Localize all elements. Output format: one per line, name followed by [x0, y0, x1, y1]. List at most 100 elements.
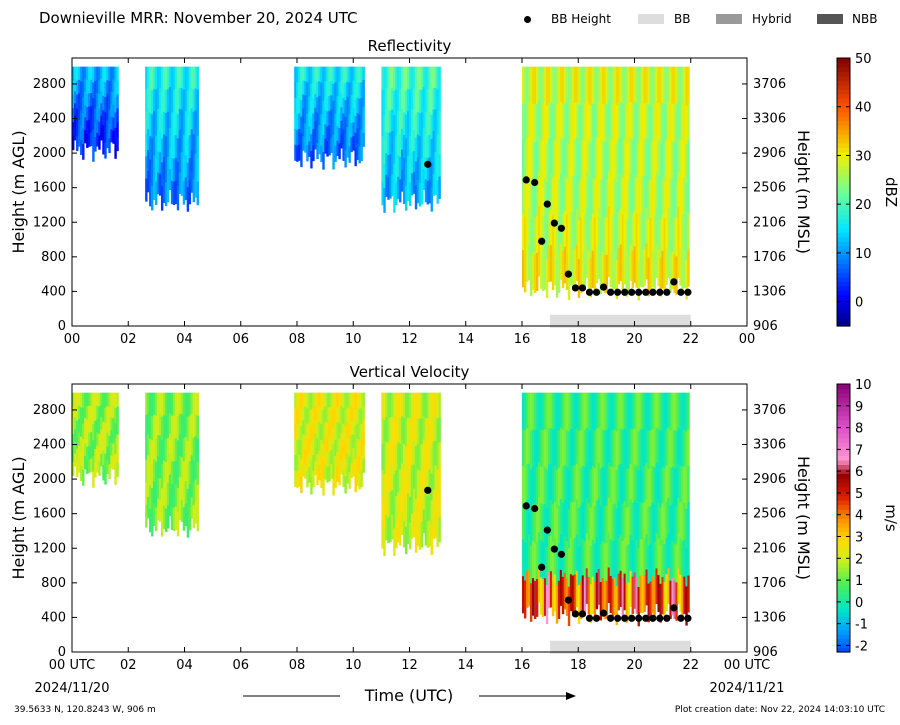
vel-echo-column	[312, 392, 315, 409]
refl-echo-column	[533, 104, 537, 143]
refl-echo-column	[537, 101, 541, 137]
vel-echo-column	[669, 467, 672, 506]
vel-echo-column	[535, 579, 539, 617]
vel-echo-column	[420, 521, 424, 548]
vel-echo-column	[585, 533, 589, 569]
vel-echo-column	[352, 406, 355, 421]
refl-echo-column	[92, 98, 95, 115]
refl-echo-column	[90, 93, 93, 107]
vel-echo-column	[157, 477, 160, 500]
vel-echo-column	[597, 392, 601, 429]
vel-echo-column	[391, 392, 394, 418]
vel-echo-column	[112, 392, 115, 406]
refl-echo-column	[190, 87, 194, 109]
refl-echo-column	[410, 173, 414, 196]
vel-colorbar-step	[837, 504, 850, 510]
vel-echo-column	[533, 467, 537, 507]
refl-echo-column	[172, 181, 176, 206]
vel-echo-column	[318, 407, 321, 423]
vel-echo-column	[160, 440, 164, 465]
refl-echo-column	[671, 103, 674, 142]
refl-echo-column	[362, 79, 365, 94]
vel-x-tick-label: 00 UTC	[49, 658, 95, 673]
vel-echo-column	[76, 434, 79, 450]
refl-echo-column	[310, 117, 313, 135]
refl-echo-column	[104, 112, 107, 129]
refl-echo-column	[609, 176, 613, 214]
vel-echo-column	[599, 430, 603, 469]
vel-echo-column	[561, 503, 565, 541]
refl-echo-column	[186, 163, 190, 188]
refl-echo-column	[114, 127, 117, 144]
refl-bb-height-point	[628, 288, 636, 296]
refl-echo-column	[547, 210, 551, 247]
vel-echo-column	[645, 534, 648, 570]
vel-echo-column	[625, 469, 628, 508]
refl-echo-column	[354, 83, 357, 101]
refl-echo-column	[405, 162, 408, 187]
vel-echo-column	[677, 427, 680, 464]
vel-echo-column	[316, 392, 319, 409]
vel-echo-column	[102, 465, 105, 481]
refl-echo-column	[585, 101, 589, 138]
vel-echo-column	[535, 392, 539, 431]
vel-echo-column	[635, 539, 638, 578]
refl-echo-column	[567, 66, 571, 106]
vel-echo-column	[72, 392, 75, 407]
vel-echo-column	[348, 424, 351, 441]
vel-colorbar-step	[837, 558, 850, 564]
refl-echo-column	[643, 139, 646, 177]
vel-echo-column	[583, 392, 587, 431]
vel-echo-column	[194, 457, 197, 481]
vel-echo-column	[595, 572, 599, 610]
vel-echo-column	[360, 439, 363, 456]
refl-echo-column	[184, 155, 188, 178]
refl-echo-column	[659, 257, 662, 297]
refl-echo-column	[358, 66, 361, 84]
vel-colorbar-step	[837, 455, 850, 461]
vel-echo-column	[551, 578, 555, 617]
refl-echo-column	[663, 66, 666, 106]
vel-echo-column	[401, 463, 404, 488]
refl-echo-column	[94, 137, 97, 152]
refl-bb-height-point	[614, 288, 622, 296]
refl-echo-column	[86, 133, 89, 148]
vel-echo-column	[397, 392, 400, 419]
refl-colorbar-step	[837, 218, 850, 224]
vel-echo-column	[391, 514, 394, 540]
refl-echo-column	[577, 66, 581, 106]
vel-echo-column	[422, 509, 426, 534]
refl-echo-column	[106, 80, 109, 95]
refl-echo-column	[155, 158, 158, 183]
vel-echo-column	[432, 392, 435, 418]
vel-echo-column	[639, 502, 642, 540]
refl-echo-column	[395, 158, 398, 183]
vel-echo-column	[651, 392, 654, 430]
refl-echo-column	[410, 109, 414, 132]
refl-echo-column	[166, 156, 170, 180]
refl-echo-column	[420, 66, 424, 91]
refl-echo-column	[418, 182, 422, 207]
vel-echo-block	[294, 392, 365, 496]
vel-echo-column	[645, 392, 648, 429]
refl-echo-column	[102, 124, 105, 140]
vel-echo-column	[621, 503, 624, 542]
vel-echo-column	[665, 537, 668, 575]
refl-colorbar-step	[837, 89, 850, 95]
refl-echo-column	[685, 144, 688, 184]
refl-echo-column	[180, 109, 184, 132]
refl-echo-column	[414, 66, 418, 91]
vel-echo-column	[673, 543, 676, 582]
vel-echo-column	[677, 498, 680, 534]
refl-echo-column	[555, 181, 559, 221]
refl-x-tick-label: 22	[682, 332, 699, 347]
vel-echo-column	[405, 419, 408, 447]
refl-echo-column	[395, 135, 398, 160]
vel-echo-column	[336, 437, 339, 453]
refl-echo-column	[569, 139, 573, 177]
refl-echo-column	[145, 178, 148, 202]
refl-echo-column	[147, 170, 150, 193]
vel-echo-column	[635, 576, 638, 614]
vel-echo-column	[438, 467, 441, 493]
refl-bb-height-point	[543, 200, 551, 208]
